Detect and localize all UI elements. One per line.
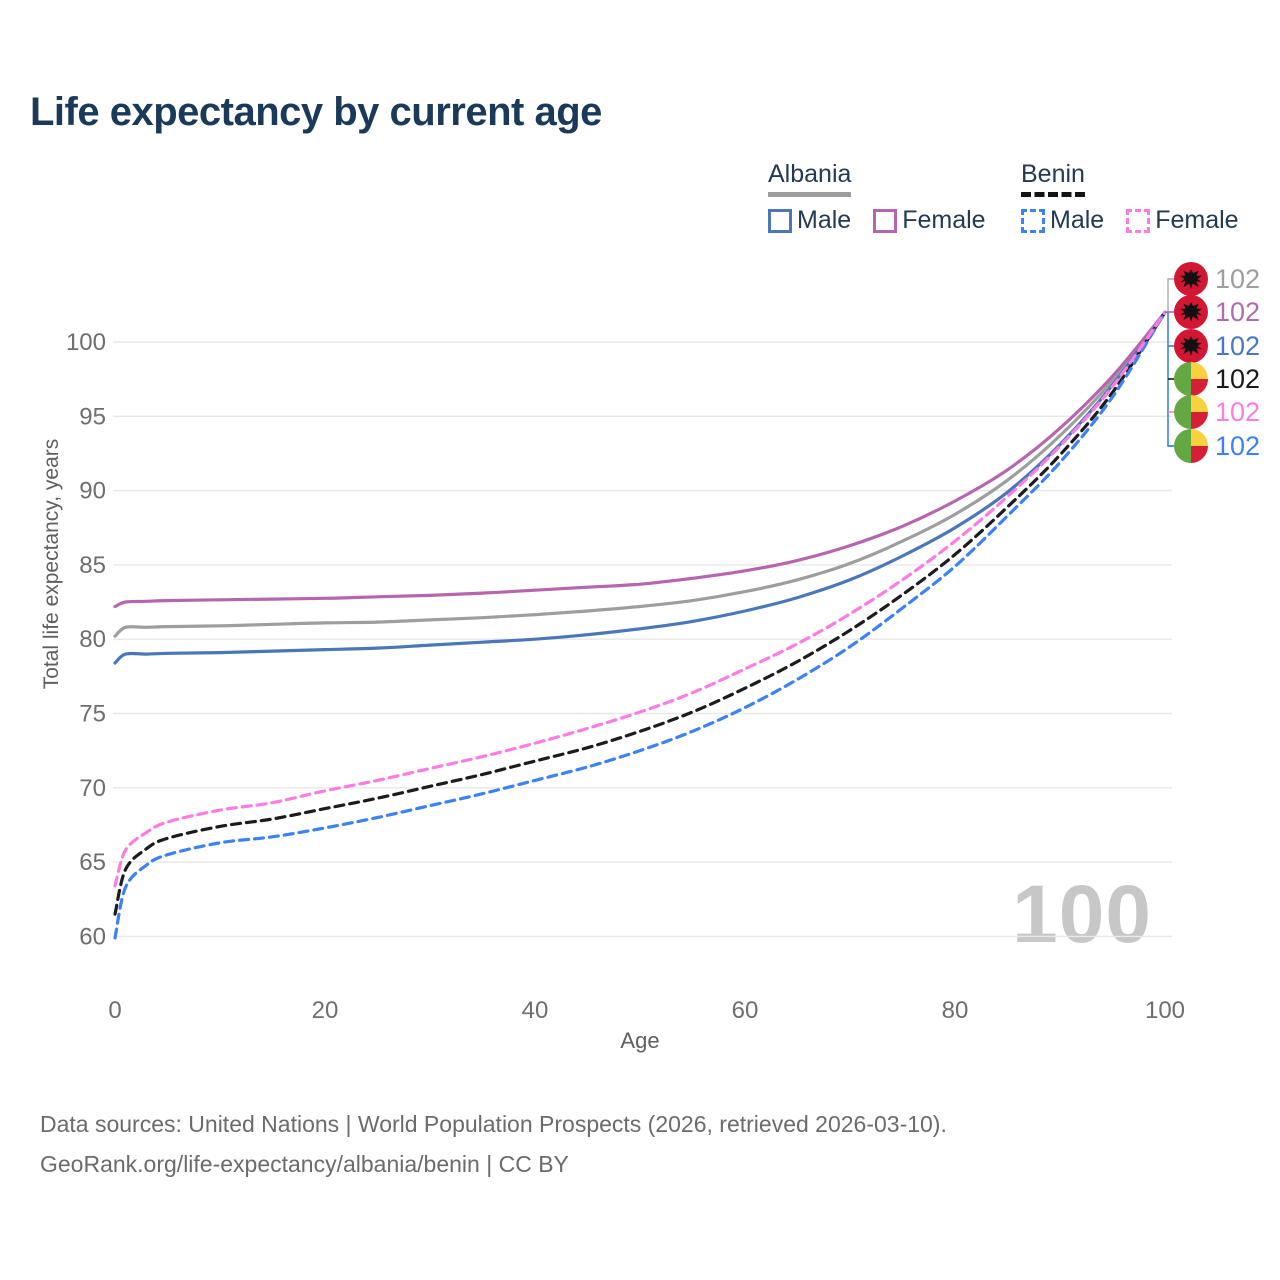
y-tick-95: 95 bbox=[79, 403, 106, 430]
benin-flag-icon bbox=[1174, 395, 1208, 429]
leader-line-gray bbox=[1164, 278, 1174, 314]
y-tick-80: 80 bbox=[79, 626, 106, 653]
x-tick-40: 40 bbox=[522, 997, 549, 1024]
series-line-benin-female bbox=[113, 310, 1167, 888]
end-label-value: 102 bbox=[1215, 264, 1261, 294]
age-counter-watermark: 100 bbox=[1012, 869, 1152, 960]
y-tick-75: 75 bbox=[79, 701, 106, 728]
series-line-albania-female bbox=[113, 310, 1167, 609]
albania-male-swatch-icon[interactable] bbox=[768, 208, 792, 233]
benin-male-swatch-icon[interactable] bbox=[1021, 208, 1045, 233]
page-title: Life expectancy by current age bbox=[30, 90, 602, 134]
legend-albania-label[interactable]: Albania bbox=[768, 160, 852, 197]
y-tick-70: 70 bbox=[79, 775, 106, 802]
series-line-albania-male bbox=[113, 310, 1167, 665]
end-label-row: 102 bbox=[1174, 395, 1260, 429]
end-label-row: 102 bbox=[1174, 262, 1260, 296]
y-tick-65: 65 bbox=[79, 849, 106, 876]
x-tick-0: 0 bbox=[108, 997, 121, 1024]
series-line-benin-male bbox=[113, 310, 1167, 940]
end-label-value: 102 bbox=[1215, 297, 1261, 327]
legend-albania-group: Albania Male Female bbox=[768, 160, 986, 235]
legend-benin-female[interactable]: Female bbox=[1126, 206, 1239, 235]
x-tick-60: 60 bbox=[732, 997, 759, 1024]
albania-eagle-icon bbox=[1180, 269, 1202, 289]
albania-eagle-icon bbox=[1180, 336, 1202, 356]
end-label-value: 102 bbox=[1215, 364, 1261, 394]
end-label-value: 102 bbox=[1215, 397, 1261, 427]
footer-line2: GeoRank.org/life-expectancy/albania/beni… bbox=[40, 1151, 569, 1177]
x-tick-100: 100 bbox=[1145, 997, 1185, 1024]
y-axis-title: Total life expectancy, years bbox=[40, 438, 63, 690]
benin-flag-icon bbox=[1174, 429, 1208, 463]
legend-albania-female[interactable]: Female bbox=[873, 206, 986, 235]
end-label-row: 102 bbox=[1174, 429, 1260, 463]
x-axis-title: Age bbox=[620, 1028, 660, 1053]
y-tick-100: 100 bbox=[66, 329, 106, 356]
albania-flag-icon bbox=[1174, 295, 1208, 329]
footer-line1: Data sources: United Nations | World Pop… bbox=[40, 1111, 947, 1137]
legend-albania-male[interactable]: Male bbox=[768, 206, 851, 235]
end-label-value: 102 bbox=[1215, 331, 1261, 361]
end-label-row: 102 bbox=[1174, 362, 1260, 396]
end-label-row: 102 bbox=[1174, 329, 1260, 363]
albania-eagle-icon bbox=[1180, 302, 1202, 322]
albania-flag-icon bbox=[1174, 262, 1208, 296]
data-source-footer: Data sources: United Nations | World Pop… bbox=[40, 1104, 1190, 1184]
legend-benin-label[interactable]: Benin bbox=[1021, 160, 1085, 197]
x-tick-20: 20 bbox=[312, 997, 339, 1024]
albania-flag-icon bbox=[1174, 329, 1208, 363]
legend-benin-group: Benin Male Female bbox=[1021, 160, 1239, 235]
legend-benin-male[interactable]: Male bbox=[1021, 206, 1104, 235]
end-label-row: 102 bbox=[1174, 295, 1260, 329]
end-label-value: 102 bbox=[1215, 431, 1261, 461]
series-line-albania-total bbox=[113, 310, 1167, 638]
series-line-benin-total bbox=[113, 310, 1167, 916]
x-tick-80: 80 bbox=[942, 997, 969, 1024]
benin-flag-icon bbox=[1174, 362, 1208, 396]
benin-female-swatch-icon[interactable] bbox=[1126, 208, 1151, 233]
y-tick-85: 85 bbox=[79, 552, 106, 579]
y-tick-60: 60 bbox=[79, 923, 106, 950]
albania-female-swatch-icon[interactable] bbox=[873, 208, 898, 233]
y-tick-90: 90 bbox=[79, 478, 106, 505]
